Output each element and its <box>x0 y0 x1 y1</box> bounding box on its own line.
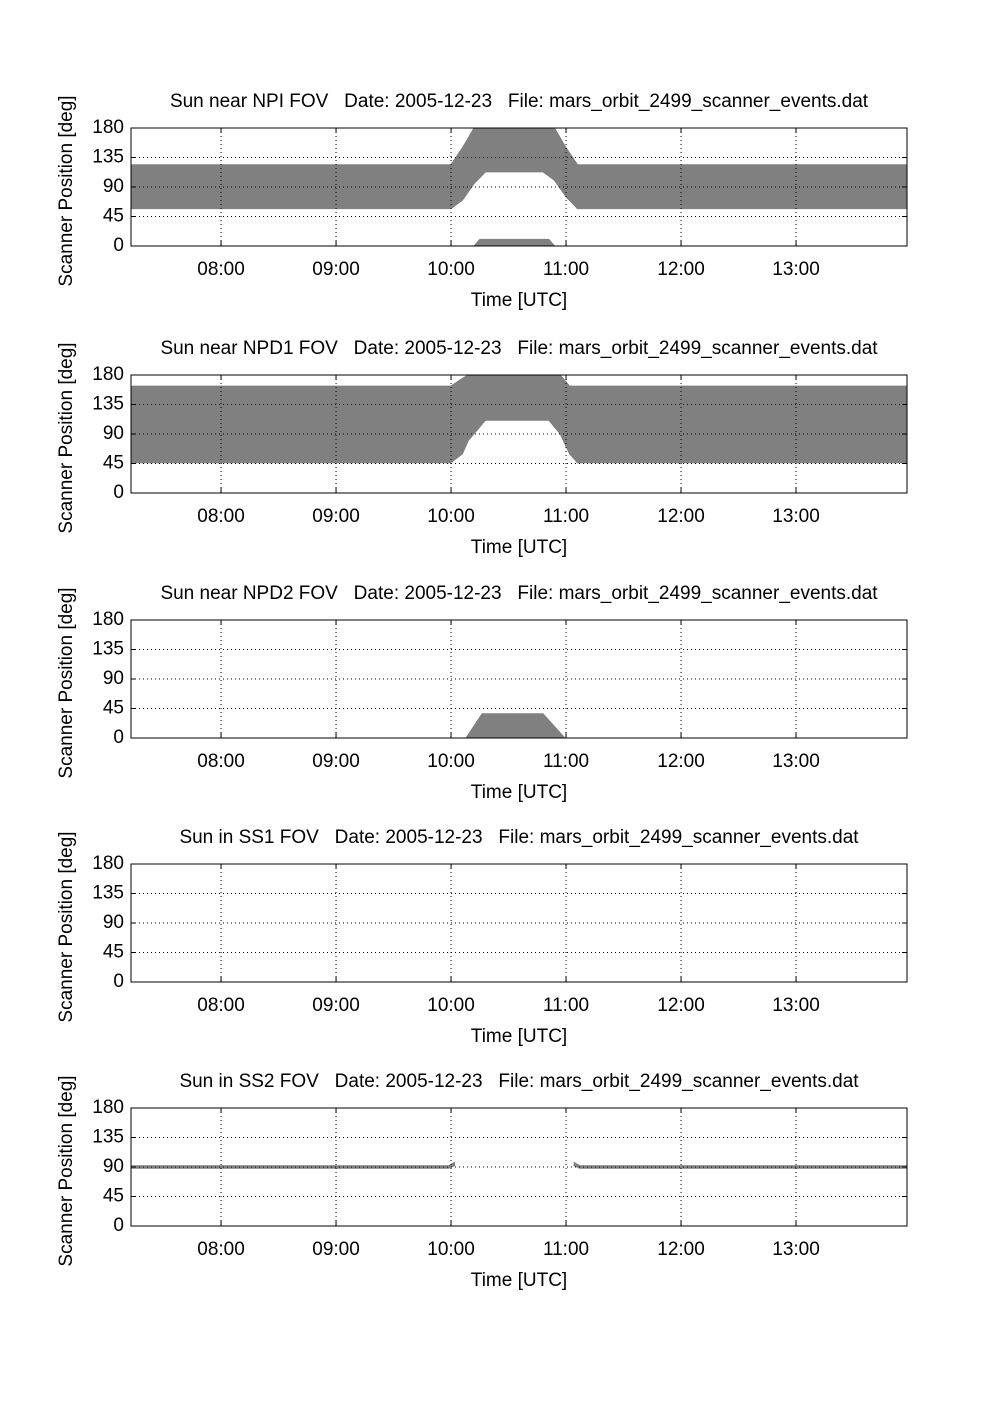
band <box>472 238 556 247</box>
y-tick-label: 45 <box>103 453 124 474</box>
chart-title: Sun in SS2 FOV Date: 2005-12-23 File: ma… <box>179 1071 859 1092</box>
x-tick-label: 09:00 <box>312 506 360 527</box>
y-axis-label: Scanner Position [deg] <box>56 1075 77 1266</box>
band <box>130 127 908 210</box>
x-tick-label: 11:00 <box>543 1239 589 1260</box>
band <box>573 1161 908 1169</box>
x-tick-label: 10:00 <box>427 751 475 772</box>
x-tick-label: 13:00 <box>772 995 820 1016</box>
y-tick-label: 135 <box>92 147 124 168</box>
y-tick-label: 45 <box>103 942 124 963</box>
y-axis-label: Scanner Position [deg] <box>56 342 77 533</box>
y-tick-label: 45 <box>103 206 124 227</box>
y-tick-label: 90 <box>103 176 124 197</box>
y-tick-label: 180 <box>92 609 124 630</box>
x-tick-label: 12:00 <box>657 995 705 1016</box>
plot-frame <box>130 127 908 247</box>
y-axis-label: Scanner Position [deg] <box>56 95 77 286</box>
x-tick-label: 09:00 <box>312 259 360 280</box>
plot-frame <box>130 374 908 494</box>
x-axis-label: Time [UTC] <box>471 1026 567 1047</box>
y-tick-label: 45 <box>103 1186 124 1207</box>
x-axis-label: Time [UTC] <box>471 537 567 558</box>
plot-frame <box>130 863 908 983</box>
x-tick-label: 13:00 <box>772 259 820 280</box>
chart-title: Sun in SS1 FOV Date: 2005-12-23 File: ma… <box>179 827 859 848</box>
x-axis-label: Time [UTC] <box>471 1270 567 1291</box>
x-tick-label: 10:00 <box>427 259 475 280</box>
x-tick-label: 08:00 <box>197 506 245 527</box>
x-tick-label: 13:00 <box>772 751 820 772</box>
x-tick-label: 13:00 <box>772 506 820 527</box>
x-tick-label: 08:00 <box>197 1239 245 1260</box>
x-tick-label: 12:00 <box>657 506 705 527</box>
chart-title: Sun near NPD2 FOV Date: 2005-12-23 File:… <box>160 583 878 604</box>
x-tick-label: 09:00 <box>312 1239 360 1260</box>
band <box>130 374 908 464</box>
y-tick-label: 90 <box>103 668 124 689</box>
x-tick-label: 10:00 <box>427 995 475 1016</box>
y-tick-label: 180 <box>92 1097 124 1118</box>
plot-frame <box>130 1107 908 1227</box>
chart-title: Sun near NPD1 FOV Date: 2005-12-23 File:… <box>160 338 878 359</box>
x-tick-label: 09:00 <box>312 751 360 772</box>
x-tick-label: 08:00 <box>197 751 245 772</box>
y-tick-label: 0 <box>113 235 124 256</box>
x-tick-label: 08:00 <box>197 259 245 280</box>
y-tick-label: 135 <box>92 394 124 415</box>
x-tick-label: 11:00 <box>543 506 589 527</box>
x-tick-label: 12:00 <box>657 751 705 772</box>
y-axis-label: Scanner Position [deg] <box>56 831 77 1022</box>
y-tick-label: 0 <box>113 1215 124 1236</box>
y-axis-label: Scanner Position [deg] <box>56 587 77 778</box>
y-tick-label: 180 <box>92 853 124 874</box>
y-tick-label: 0 <box>113 727 124 748</box>
x-tick-label: 11:00 <box>543 259 589 280</box>
x-tick-label: 11:00 <box>543 751 589 772</box>
y-tick-label: 135 <box>92 1127 124 1148</box>
y-tick-label: 180 <box>92 117 124 138</box>
plot-frame <box>130 619 908 739</box>
y-tick-label: 0 <box>113 971 124 992</box>
y-tick-label: 45 <box>103 698 124 719</box>
x-tick-label: 12:00 <box>657 259 705 280</box>
y-tick-label: 90 <box>103 912 124 933</box>
y-tick-label: 135 <box>92 883 124 904</box>
x-tick-label: 11:00 <box>543 995 589 1016</box>
y-tick-label: 180 <box>92 364 124 385</box>
y-tick-label: 90 <box>103 1156 124 1177</box>
x-axis-label: Time [UTC] <box>471 290 567 311</box>
chart-title: Sun near NPI FOV Date: 2005-12-23 File: … <box>170 91 869 112</box>
y-tick-label: 0 <box>113 482 124 503</box>
x-axis-label: Time [UTC] <box>471 782 567 803</box>
x-tick-label: 12:00 <box>657 1239 705 1260</box>
y-tick-label: 90 <box>103 423 124 444</box>
band <box>465 713 567 739</box>
x-tick-label: 13:00 <box>772 1239 820 1260</box>
x-tick-label: 10:00 <box>427 1239 475 1260</box>
x-tick-label: 10:00 <box>427 506 475 527</box>
y-tick-label: 135 <box>92 639 124 660</box>
x-tick-label: 08:00 <box>197 995 245 1016</box>
x-tick-label: 09:00 <box>312 995 360 1016</box>
